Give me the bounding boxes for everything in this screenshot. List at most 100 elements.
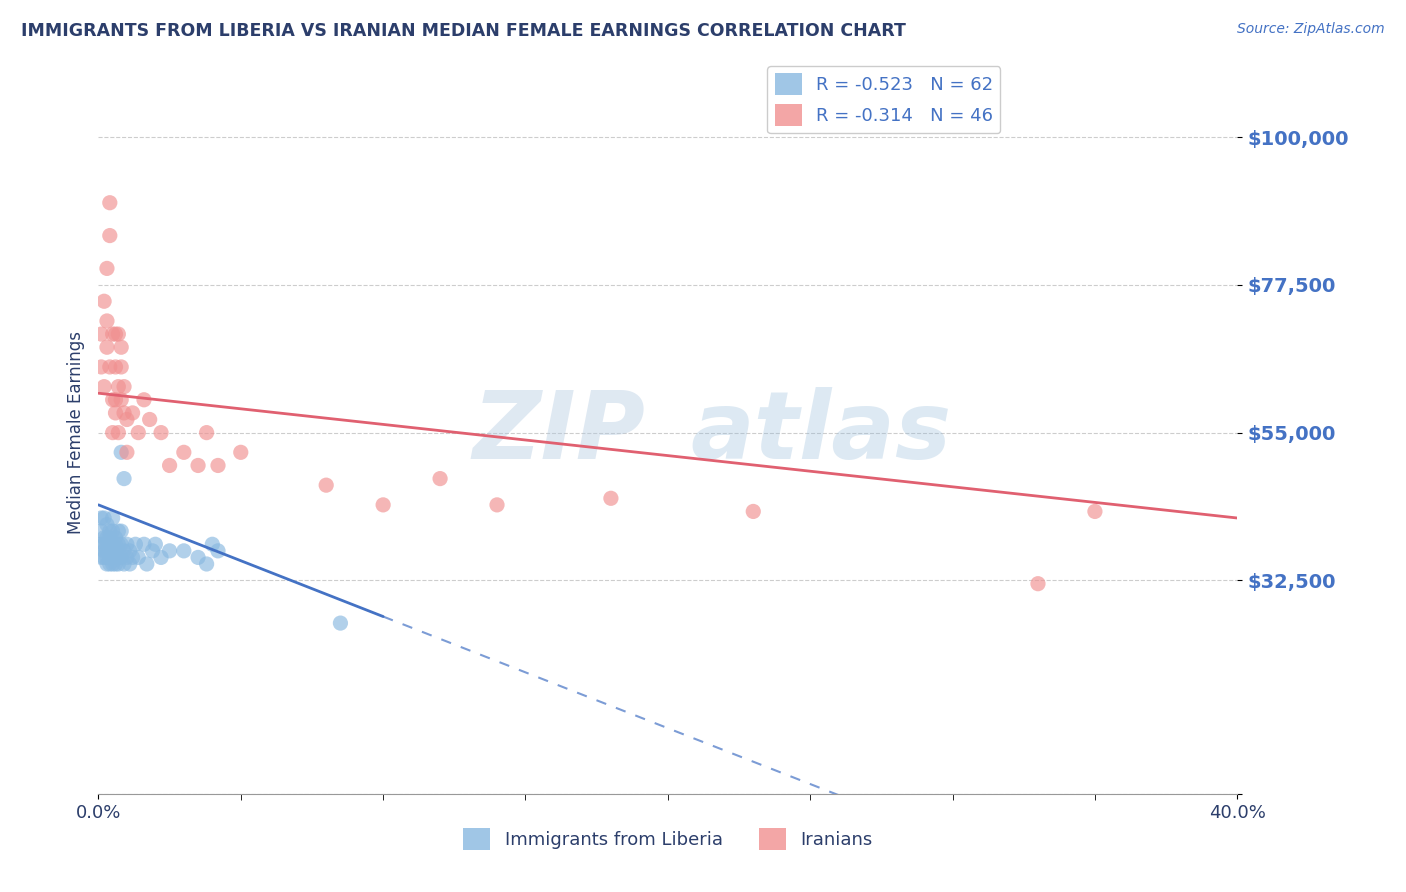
Point: [107, 557, 129, 571]
Point: [229, 445, 252, 459]
Point: [93, 531, 115, 545]
Point: [96, 557, 118, 571]
Point: [110, 392, 132, 407]
Point: [101, 327, 124, 342]
Text: Source: ZipAtlas.com: Source: ZipAtlas.com: [1237, 22, 1385, 37]
Point: [93, 294, 115, 309]
Point: [201, 537, 224, 551]
Point: [90, 524, 112, 538]
Point: [101, 550, 124, 565]
Point: [96, 517, 118, 532]
Point: [187, 550, 209, 565]
Point: [110, 537, 132, 551]
Point: [107, 425, 129, 440]
Point: [104, 406, 127, 420]
Point: [112, 472, 135, 486]
Point: [93, 544, 115, 558]
Point: [195, 425, 218, 440]
Point: [110, 445, 132, 459]
Point: [112, 557, 135, 571]
Point: [315, 478, 337, 492]
Point: [96, 340, 118, 354]
Text: atlas: atlas: [690, 386, 952, 479]
Point: [115, 550, 138, 565]
Point: [98, 557, 121, 571]
Point: [93, 550, 115, 565]
Point: [124, 537, 146, 551]
Point: [132, 537, 155, 551]
Point: [101, 392, 124, 407]
Point: [90, 511, 112, 525]
Point: [101, 524, 124, 538]
Point: [90, 537, 112, 551]
Point: [104, 392, 127, 407]
Point: [96, 537, 118, 551]
Point: [90, 550, 112, 565]
Point: [98, 359, 121, 374]
Point: [112, 379, 135, 393]
Point: [90, 359, 112, 374]
Point: [141, 544, 163, 558]
Point: [98, 544, 121, 558]
Point: [101, 557, 124, 571]
Point: [115, 412, 138, 426]
Point: [112, 544, 135, 558]
Point: [104, 531, 127, 545]
Point: [107, 550, 129, 565]
Point: [93, 379, 115, 393]
Point: [150, 425, 173, 440]
Point: [104, 359, 127, 374]
Point: [207, 458, 229, 473]
Point: [127, 550, 149, 565]
Point: [101, 511, 124, 525]
Point: [96, 531, 118, 545]
Point: [96, 314, 118, 328]
Point: [101, 425, 124, 440]
Legend: Immigrants from Liberia, Iranians: Immigrants from Liberia, Iranians: [456, 821, 880, 857]
Point: [98, 550, 121, 565]
Point: [98, 524, 121, 538]
Point: [132, 392, 155, 407]
Point: [93, 511, 115, 525]
Point: [104, 544, 127, 558]
Point: [90, 327, 112, 342]
Point: [98, 531, 121, 545]
Point: [115, 537, 138, 551]
Point: [742, 504, 765, 518]
Point: [110, 550, 132, 565]
Point: [93, 537, 115, 551]
Point: [107, 379, 129, 393]
Point: [112, 406, 135, 420]
Point: [115, 445, 138, 459]
Point: [173, 544, 195, 558]
Point: [159, 458, 181, 473]
Point: [486, 498, 509, 512]
Point: [107, 537, 129, 551]
Point: [135, 557, 157, 571]
Point: [121, 406, 143, 420]
Point: [600, 491, 623, 506]
Point: [104, 327, 127, 342]
Point: [96, 550, 118, 565]
Point: [98, 228, 121, 243]
Point: [104, 537, 127, 551]
Point: [1026, 576, 1049, 591]
Point: [207, 544, 229, 558]
Text: ZIP: ZIP: [472, 386, 645, 479]
Point: [107, 327, 129, 342]
Point: [159, 544, 181, 558]
Point: [104, 550, 127, 565]
Point: [173, 445, 195, 459]
Point: [110, 359, 132, 374]
Point: [145, 537, 167, 551]
Point: [104, 557, 127, 571]
Point: [98, 195, 121, 210]
Point: [96, 261, 118, 276]
Point: [121, 550, 143, 565]
Point: [429, 472, 451, 486]
Point: [150, 550, 173, 565]
Point: [138, 412, 160, 426]
Point: [187, 458, 209, 473]
Point: [96, 544, 118, 558]
Point: [373, 498, 395, 512]
